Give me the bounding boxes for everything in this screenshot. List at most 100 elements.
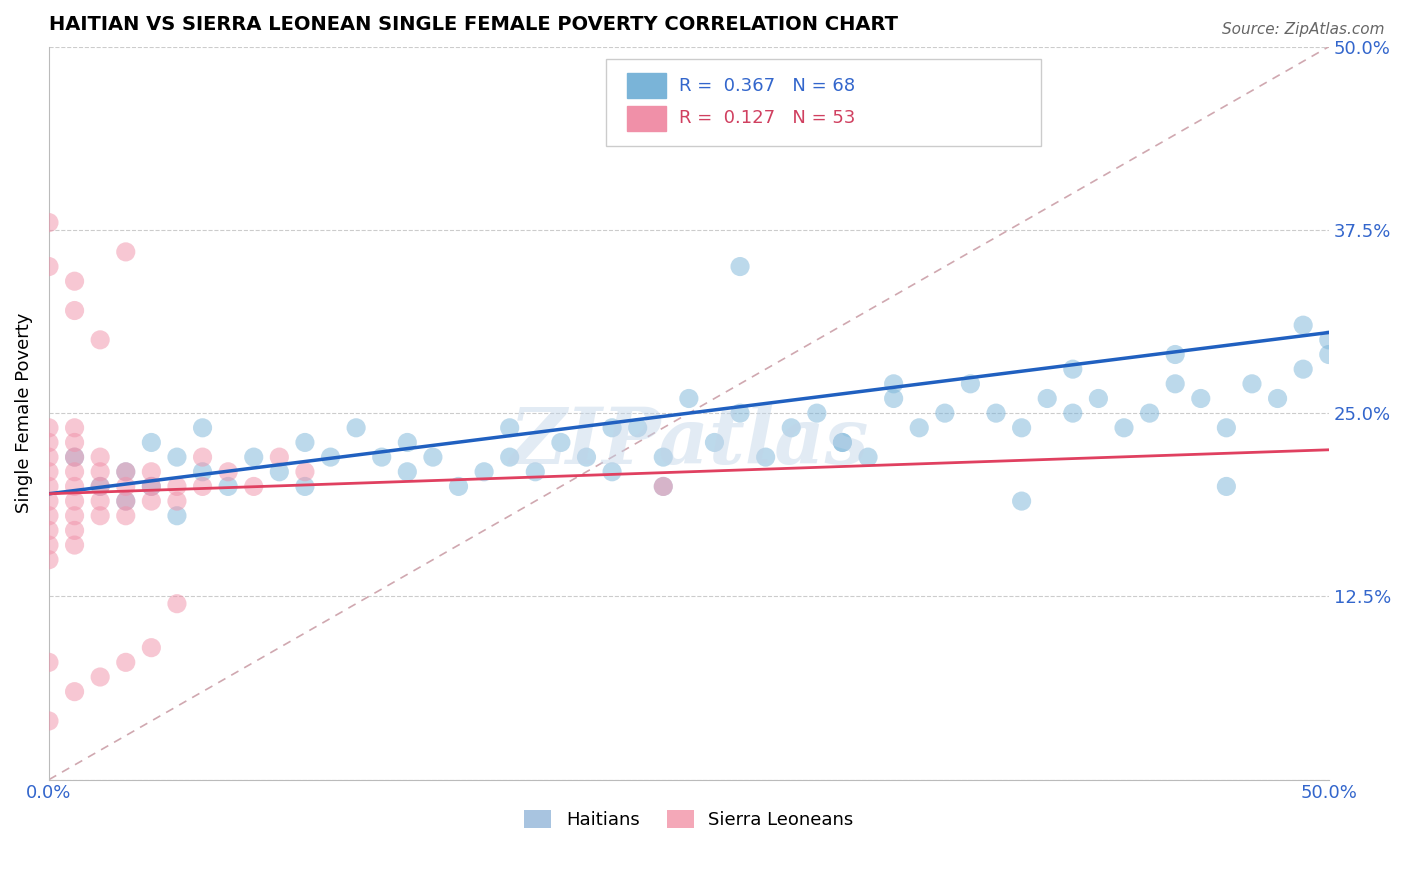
Point [38,538,60,552]
Point [652,450,675,464]
Point [191,465,214,479]
Point [114,465,136,479]
Point [600,465,623,479]
Point [166,597,188,611]
Point [242,450,264,464]
Point [1317,333,1340,347]
Text: R =  0.127   N = 53: R = 0.127 N = 53 [679,110,855,128]
Point [499,421,522,435]
Point [141,640,163,655]
Point [63,524,86,538]
Point [370,450,392,464]
Point [38,435,60,450]
Point [883,376,905,391]
Point [755,450,778,464]
Point [141,494,163,508]
Point [141,435,163,450]
Point [63,450,86,464]
Point [703,435,725,450]
Bar [627,73,666,98]
FancyBboxPatch shape [606,59,1040,145]
Point [600,421,623,435]
Text: R =  0.367   N = 68: R = 0.367 N = 68 [679,77,855,95]
Point [806,406,828,420]
Point [269,450,291,464]
Point [1164,376,1187,391]
Point [294,465,316,479]
Point [728,260,751,274]
Point [89,479,111,493]
Point [166,494,188,508]
Point [63,303,86,318]
Point [89,465,111,479]
Legend: Haitians, Sierra Leoneans: Haitians, Sierra Leoneans [517,803,860,837]
Bar [627,106,666,131]
Point [472,465,495,479]
Point [1189,392,1212,406]
Point [63,421,86,435]
Point [1036,392,1059,406]
Point [1317,347,1340,361]
Point [89,494,111,508]
Point [89,508,111,523]
Point [38,216,60,230]
Point [63,465,86,479]
Point [63,684,86,698]
Point [1139,406,1161,420]
Point [89,670,111,684]
Point [38,508,60,523]
Point [63,435,86,450]
Point [856,450,879,464]
Point [780,421,803,435]
Point [1062,362,1084,376]
Point [831,435,853,450]
Point [141,479,163,493]
Point [1267,392,1289,406]
Point [447,479,470,493]
Point [652,479,675,493]
Point [217,465,239,479]
Point [38,450,60,464]
Point [38,260,60,274]
Point [89,479,111,493]
Point [38,524,60,538]
Point [141,479,163,493]
Point [984,406,1007,420]
Text: HAITIAN VS SIERRA LEONEAN SINGLE FEMALE POVERTY CORRELATION CHART: HAITIAN VS SIERRA LEONEAN SINGLE FEMALE … [49,15,898,34]
Point [114,494,136,508]
Point [728,406,751,420]
Point [1215,421,1237,435]
Point [114,508,136,523]
Point [1292,362,1315,376]
Point [89,450,111,464]
Point [166,450,188,464]
Point [831,435,853,450]
Point [1062,406,1084,420]
Point [422,450,444,464]
Point [319,450,342,464]
Point [396,435,419,450]
Point [38,552,60,566]
Point [63,508,86,523]
Point [344,421,367,435]
Point [1011,421,1033,435]
Point [908,421,931,435]
Y-axis label: Single Female Poverty: Single Female Poverty [15,313,32,513]
Point [191,450,214,464]
Point [114,494,136,508]
Point [38,656,60,670]
Point [678,392,700,406]
Point [499,450,522,464]
Point [63,538,86,552]
Point [217,479,239,493]
Point [524,465,547,479]
Point [294,479,316,493]
Point [114,479,136,493]
Point [191,479,214,493]
Text: Source: ZipAtlas.com: Source: ZipAtlas.com [1222,22,1385,37]
Point [166,479,188,493]
Point [269,465,291,479]
Point [294,435,316,450]
Point [1087,392,1109,406]
Point [38,714,60,728]
